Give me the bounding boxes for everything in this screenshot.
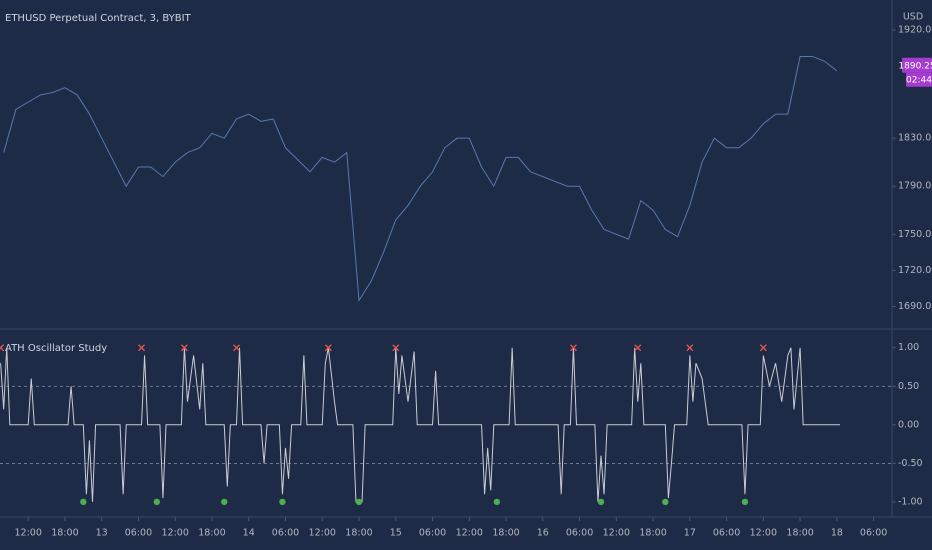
buy-signal <box>597 498 605 506</box>
sell-signal <box>686 344 694 352</box>
sell-signal <box>569 344 577 352</box>
sell-signal <box>634 344 642 352</box>
x-tick-label: 18:00 <box>639 528 666 539</box>
x-tick-label: 18 <box>831 528 843 539</box>
x-tick-label: 06:00 <box>272 528 299 539</box>
y-tick-label: 0.00 <box>898 419 919 430</box>
x-tick-label: 06:00 <box>419 528 446 539</box>
x-tick-label: 18:00 <box>786 528 813 539</box>
y-tick-label: 1920.00 <box>898 25 932 36</box>
sell-signal <box>324 344 332 352</box>
sell-signal-stroke <box>569 344 577 352</box>
countdown-box <box>906 72 932 87</box>
buy-signal <box>80 498 87 506</box>
buy-signal <box>662 498 669 506</box>
y-tick-label: 1830.00 <box>898 133 932 144</box>
y-tick-label: 0.50 <box>898 381 919 392</box>
price-line <box>3 55 838 302</box>
x-tick-label: 12:00 <box>162 528 189 539</box>
y-tick-label: 1750.00 <box>898 229 932 240</box>
y-tick-label: 1690.00 <box>898 301 932 312</box>
sell-signal-stroke <box>759 344 767 352</box>
y-tick-label: 1720.00 <box>898 265 932 276</box>
sell-signal-stroke <box>634 344 642 352</box>
sell-signal-stroke <box>138 344 145 352</box>
x-tick-label: 12:00 <box>603 528 630 539</box>
sell-signal <box>138 344 145 352</box>
buy-signal <box>279 498 286 506</box>
x-tick-label: 16 <box>537 528 549 539</box>
sell-signal <box>180 344 188 352</box>
study-title: ATH Oscillator Study <box>5 343 107 354</box>
x-tick-label: 06:00 <box>860 528 887 539</box>
oscillator-line <box>0 347 840 503</box>
sell-signal <box>0 344 5 352</box>
sell-signal <box>759 344 767 352</box>
x-tick-label: 12:00 <box>456 528 483 539</box>
x-tick-label: 14 <box>243 528 255 539</box>
buy-signal <box>221 498 228 506</box>
x-tick-label: 06:00 <box>125 528 152 539</box>
last-price-box <box>902 57 932 73</box>
x-tick-label: 18:00 <box>345 528 372 539</box>
x-tick-label: 18:00 <box>51 528 78 539</box>
x-tick-label: 06:00 <box>713 528 740 539</box>
x-tick-label: 06:00 <box>566 528 593 539</box>
x-tick-label: 15 <box>390 528 402 539</box>
y-tick-label: 1.00 <box>898 342 919 353</box>
sell-signal-stroke <box>0 344 5 350</box>
sell-signal-stroke <box>686 344 694 352</box>
buy-signal <box>741 498 749 506</box>
buy-signal <box>355 498 363 506</box>
sell-signal-stroke <box>233 344 240 352</box>
x-tick-label: 12:00 <box>309 528 336 539</box>
last-price-label: 1890.25 <box>898 61 932 71</box>
countdown-label: 02:44 <box>906 75 932 85</box>
sell-signal-stroke <box>392 344 400 352</box>
sell-signal <box>233 344 240 352</box>
symbol-title: ETHUSD Perpetual Contract, 3, BYBIT <box>5 13 192 24</box>
x-tick-label: 12:00 <box>750 528 777 539</box>
currency-label: USD <box>903 12 923 23</box>
y-tick-label: -1.00 <box>898 496 923 507</box>
x-tick-label: 18:00 <box>492 528 519 539</box>
x-tick-label: 12:00 <box>14 528 41 539</box>
buy-signal <box>153 498 161 506</box>
x-tick-label: 13 <box>96 528 108 539</box>
y-tick-label: 1790.00 <box>898 181 932 192</box>
sell-signal-stroke <box>324 344 332 352</box>
buy-signal <box>493 498 501 506</box>
sell-signal-stroke <box>180 344 188 352</box>
y-tick-label: -0.50 <box>898 458 923 469</box>
x-tick-label: 17 <box>684 528 696 539</box>
sell-signal <box>392 344 400 352</box>
x-tick-label: 18:00 <box>198 528 225 539</box>
